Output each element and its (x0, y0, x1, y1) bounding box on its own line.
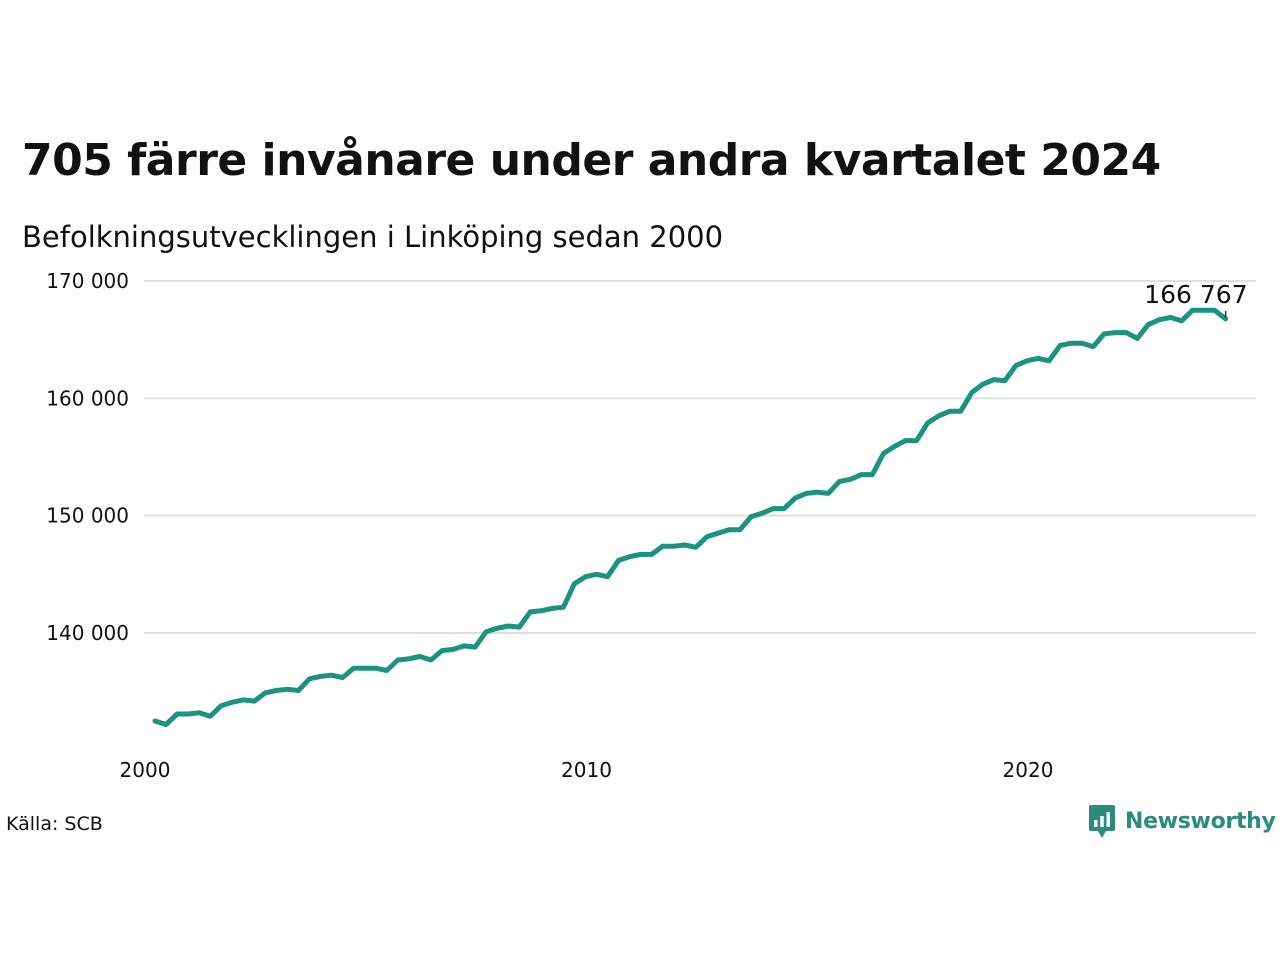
x-tick-label: 2010 (561, 758, 612, 782)
brand-logo: Newsworthy (1088, 804, 1276, 840)
x-tick-label: 2000 (120, 758, 171, 782)
brand-name: Newsworthy (1125, 809, 1276, 834)
y-axis-tick-labels: 140 000 150 000 160 000 170 000 (46, 269, 129, 645)
y-tick-label: 150 000 (46, 504, 129, 528)
series-line (152, 307, 1229, 727)
line-chart: 140 000 150 000 160 000 170 000 2000 2010 202… (46, 269, 1256, 782)
y-tick-label: 170 000 (46, 269, 129, 293)
newsworthy-logo-icon (1089, 805, 1115, 838)
gridlines (144, 280, 1256, 634)
chart-subtitle: Befolkningsutvecklingen i Linköping seda… (22, 220, 724, 254)
source-label: Källa: SCB (6, 813, 103, 835)
series-layer (152, 307, 1229, 727)
annotation-layer: 166 767 (1144, 280, 1248, 318)
annotation-label: 166 767 (1144, 280, 1247, 309)
y-tick-label: 160 000 (46, 386, 129, 410)
y-tick-label: 140 000 (46, 621, 129, 645)
x-axis-tick-labels: 2000 2010 2020 (120, 758, 1054, 782)
x-tick-label: 2020 (1003, 758, 1054, 782)
chart-title: 705 färre invånare under andra kvartalet… (22, 135, 1161, 186)
